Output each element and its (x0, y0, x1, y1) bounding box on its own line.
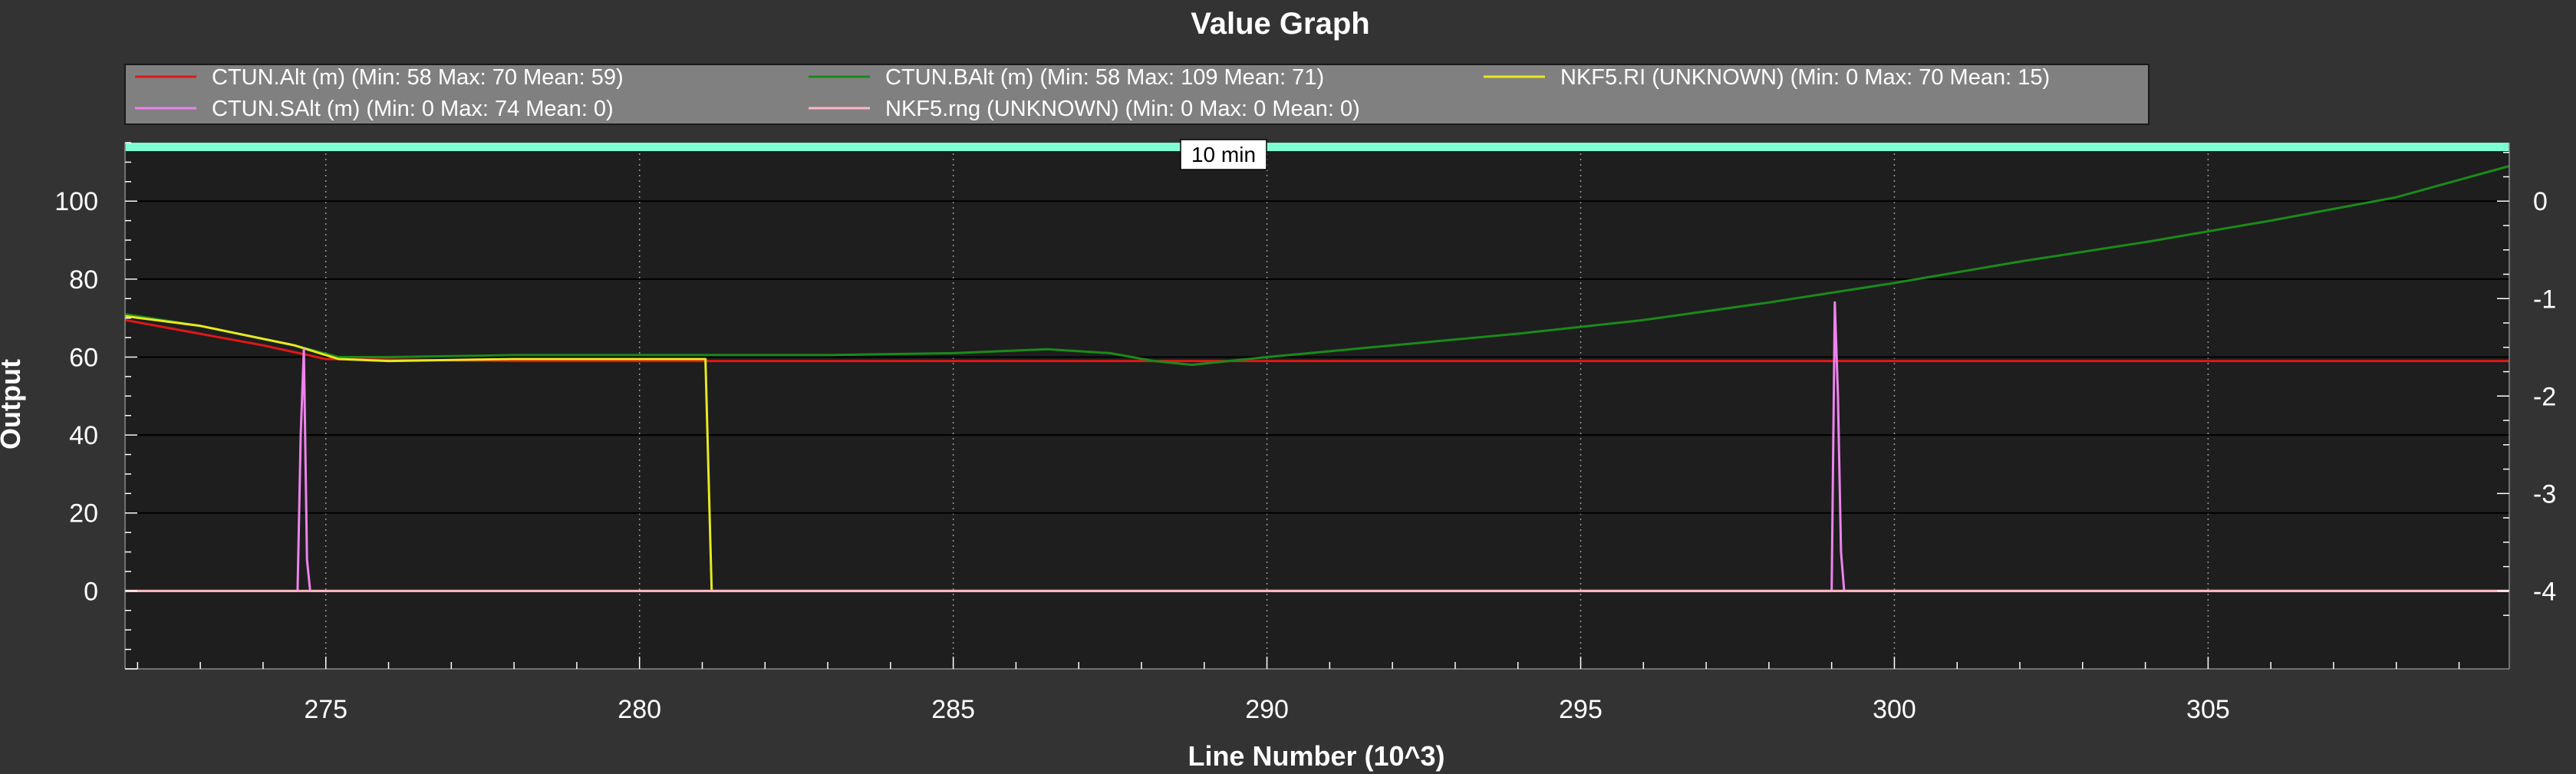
series-line (124, 165, 2510, 367)
x-tick-label: 295 (1559, 695, 1603, 724)
x-tick-label: 280 (618, 695, 661, 724)
y-tick-label: 80 (69, 265, 98, 295)
series-layer (124, 165, 2510, 592)
y-axis-title: Output (0, 359, 26, 450)
y-tick-label: 40 (69, 421, 98, 450)
y2-tick-label: 0 (2533, 187, 2548, 216)
legend-box (124, 64, 2149, 125)
y2-tick-label: -2 (2533, 382, 2556, 411)
legend-entry[interactable]: CTUN.SAlt (m) (Min: 0 Max: 74 Mean: 0) (212, 97, 614, 121)
legend: CTUN.Alt (m) (Min: 58 Max: 70 Mean: 59) C… (124, 64, 2149, 125)
series-line (124, 315, 2509, 592)
y-tick-label: 0 (84, 577, 98, 606)
legend-entry[interactable]: NKF5.RI (UNKNOWN) (Min: 0 Max: 70 Mean: … (1560, 65, 2050, 90)
chart-title: Value Graph (1191, 7, 1369, 41)
series-line (124, 318, 2509, 363)
time-badge: 10 min (1180, 139, 1267, 170)
y-tick-label: 60 (69, 343, 98, 372)
axes: 275 280 285 290 295 300 305 0 20 40 60 80 100 0 -1 -2 -3… (54, 142, 2556, 724)
y2-tick-label: -1 (2533, 285, 2556, 314)
x-tick-label: 290 (1245, 695, 1289, 724)
x-tick-label: 305 (2186, 695, 2230, 724)
x-tick-label: 285 (931, 695, 975, 724)
legend-entry[interactable]: CTUN.BAlt (m) (Min: 58 Max: 109 Mean: 71… (885, 65, 1324, 90)
y-tick-label: 20 (69, 499, 98, 529)
plot-area[interactable] (125, 143, 2509, 669)
y2-tick-label: -4 (2533, 577, 2556, 606)
time-badge-box (1180, 139, 1267, 170)
y2-tick-label: -3 (2533, 479, 2556, 509)
y-tick-label: 100 (54, 187, 98, 216)
time-badge-label: 10 min (1191, 143, 1256, 166)
x-tick-label: 300 (1873, 695, 1916, 724)
legend-entry[interactable]: NKF5.rng (UNKNOWN) (Min: 0 Max: 0 Mean: … (885, 97, 1360, 121)
x-axis-title: Line Number (10^3) (1188, 740, 1444, 772)
legend-entry[interactable]: CTUN.Alt (m) (Min: 58 Max: 70 Mean: 59) (212, 65, 624, 90)
x-tick-label: 275 (304, 695, 348, 724)
selection-bar[interactable] (125, 143, 2509, 151)
